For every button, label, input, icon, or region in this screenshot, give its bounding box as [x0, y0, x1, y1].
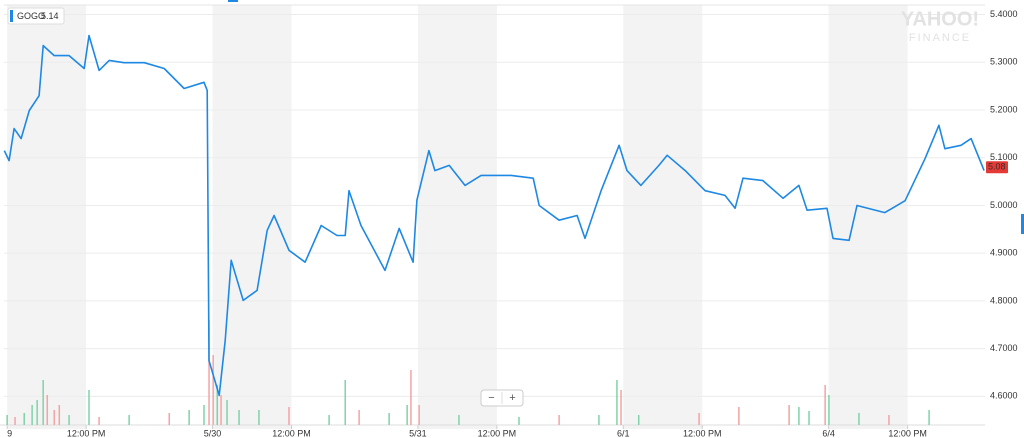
volume-bar: [14, 417, 16, 425]
y-tick-label: 5.2000: [990, 104, 1018, 114]
price-line: [3, 34, 985, 397]
legend-box: [7, 7, 65, 25]
volume-bar: [598, 415, 600, 425]
y-tick-label: 4.9000: [990, 248, 1018, 258]
volume-bar: [788, 405, 790, 425]
y-tick-label: 4.7000: [990, 343, 1018, 353]
top-marker: [228, 0, 238, 2]
session-shade: [623, 5, 703, 429]
volume-bar: [637, 415, 640, 425]
volume-bar: [258, 410, 260, 425]
volume-bar: [828, 395, 830, 425]
volume-bar: [212, 355, 214, 425]
volume-bar: [88, 390, 90, 425]
volume-bar: [238, 410, 240, 425]
axis-marker: [1021, 214, 1024, 234]
y-tick-label: 5.3000: [990, 57, 1018, 67]
volume-bar: [738, 407, 740, 425]
volume-bar: [808, 411, 810, 425]
volume-bar: [824, 385, 826, 425]
volume-bar: [288, 407, 290, 425]
volume-bar: [858, 413, 860, 425]
volume-bar: [328, 415, 330, 425]
volume-bar: [418, 405, 420, 425]
volume-bar: [128, 415, 130, 425]
x-tick-label: 12:00 PM: [888, 428, 927, 438]
watermark-logo: YAHOO!: [901, 8, 979, 30]
x-tick-label: 6/4: [822, 428, 835, 438]
volume-bar: [31, 405, 33, 425]
volume-bar: [616, 380, 618, 425]
last-price-box: [986, 161, 1008, 174]
volume-bar: [558, 415, 560, 425]
x-tick-label: 12:00 PM: [272, 428, 311, 438]
x-tick-label: 12:00 PM: [67, 428, 106, 438]
session-shade: [828, 5, 908, 429]
volume-bar: [518, 417, 520, 425]
zoom-out[interactable]: −: [488, 392, 494, 404]
volume-bar: [928, 410, 930, 425]
session-shade: [7, 5, 87, 429]
volume-bar: [410, 370, 412, 425]
volume-bar: [46, 395, 49, 425]
y-tick-label: 5.4000: [990, 9, 1018, 19]
volume-bar: [203, 405, 205, 425]
x-tick-label: 5/31: [409, 428, 427, 438]
volume-bar: [406, 405, 408, 425]
volume-bar: [226, 400, 228, 425]
volume-bar: [698, 413, 700, 425]
volume-bar: [388, 413, 390, 425]
volume-bar: [208, 320, 210, 425]
legend-swatch: [10, 10, 13, 22]
volume-bar: [220, 395, 222, 425]
x-tick-label: 6/1: [617, 428, 630, 438]
y-tick-label: 4.6000: [990, 391, 1018, 401]
session-shade: [212, 5, 292, 429]
volume-bar: [458, 415, 460, 425]
volume-bar: [6, 415, 8, 425]
volume-bar: [98, 417, 100, 425]
x-tick-label: 5/30: [204, 428, 222, 438]
y-tick-label: 5.1000: [990, 152, 1018, 162]
volume-bar: [168, 413, 170, 425]
legend-value: 5.14: [41, 11, 59, 21]
zoom-in[interactable]: +: [509, 392, 515, 404]
session-shade: [417, 5, 497, 429]
x-tick-label: 12:00 PM: [683, 428, 722, 438]
volume-bar: [23, 413, 25, 425]
volume-bar: [798, 407, 800, 425]
volume-bar: [888, 415, 890, 425]
x-tick-label: 12:00 PM: [478, 428, 517, 438]
volume-bar: [36, 400, 38, 425]
watermark-sub: FINANCE: [909, 32, 971, 44]
y-tick-label: 4.8000: [990, 295, 1018, 305]
volume-bar: [344, 380, 346, 425]
y-tick-label: 5.0000: [990, 200, 1018, 210]
legend-name: GOGO: [17, 11, 45, 21]
volume-bar: [68, 415, 70, 425]
volume-bar: [620, 390, 622, 425]
x-tick-label: 9: [7, 428, 12, 438]
volume-bar: [216, 385, 219, 425]
volume-bar: [58, 405, 61, 425]
last-price-label: 5.08: [988, 162, 1006, 172]
volume-bar: [188, 410, 190, 425]
volume-bar: [42, 380, 44, 425]
volume-bar: [53, 410, 55, 425]
volume-bar: [358, 410, 360, 425]
